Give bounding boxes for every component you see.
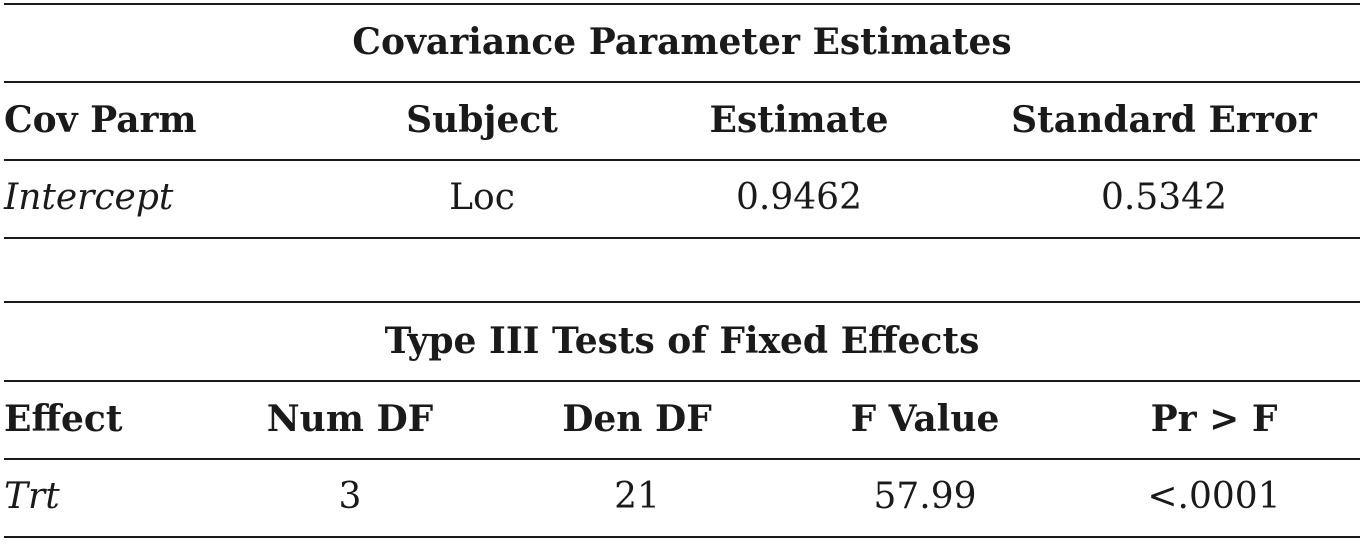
column-header-subject: Subject (406, 99, 558, 141)
table-rule (4, 3, 1360, 5)
table-rule (4, 536, 1360, 538)
cell-pr-f: <.0001 (1147, 476, 1281, 517)
column-header-cov-parm: Cov Parm (4, 99, 197, 141)
table-title-row: Type III Tests of Fixed Effects (4, 303, 1360, 379)
cell-num-df: 3 (338, 476, 362, 517)
cell-cov-parm: Intercept (4, 177, 174, 218)
table-row: Trt 3 21 57.99 <.0001 (4, 459, 1360, 535)
cell-effect: Trt (4, 476, 60, 517)
column-header-f-value: F Value (850, 398, 1000, 440)
covariance-parameter-table: Covariance Parameter Estimates Cov Parm … (4, 0, 1360, 242)
cell-subject: Loc (449, 177, 515, 218)
table-rule (4, 159, 1360, 161)
column-header-pr-f: Pr > F (1150, 398, 1278, 440)
cell-estimate: 0.9462 (736, 177, 862, 218)
table-rule (4, 237, 1360, 239)
table-rule (4, 458, 1360, 460)
table-title: Type III Tests of Fixed Effects (384, 320, 980, 362)
fixed-effects-table: Type III Tests of Fixed Effects Effect N… (4, 300, 1360, 544)
table-rule (4, 380, 1360, 382)
table-rule (4, 301, 1360, 303)
cell-standard-error: 0.5342 (1101, 177, 1227, 218)
table-rule (4, 81, 1360, 83)
column-header-standard-error: Standard Error (1011, 99, 1317, 141)
column-header-num-df: Num DF (266, 398, 434, 440)
column-header-effect: Effect (4, 398, 123, 440)
column-header-den-df: Den DF (562, 398, 712, 440)
table-title-row: Covariance Parameter Estimates (4, 4, 1360, 80)
cell-f-value: 57.99 (873, 476, 977, 517)
table-row: Intercept Loc 0.9462 0.5342 (4, 160, 1360, 236)
cell-den-df: 21 (614, 476, 660, 517)
table-title: Covariance Parameter Estimates (352, 21, 1012, 63)
table-header-row: Effect Num DF Den DF F Value Pr > F (4, 381, 1360, 457)
column-header-estimate: Estimate (709, 99, 889, 141)
table-header-row: Cov Parm Subject Estimate Standard Error (4, 82, 1360, 158)
